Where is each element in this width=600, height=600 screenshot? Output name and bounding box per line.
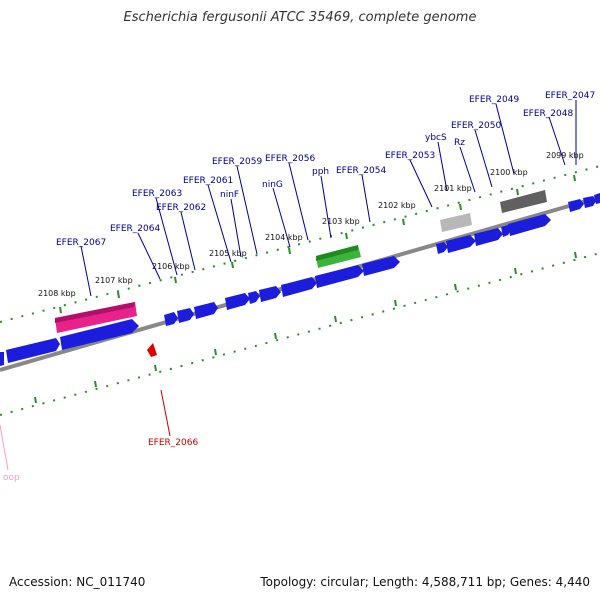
- gene-feature[interactable]: [6, 338, 60, 363]
- gene-track-forward: [0, 193, 600, 366]
- gene-feature[interactable]: [259, 286, 281, 302]
- gene-feature[interactable]: [177, 308, 194, 323]
- gene-feature[interactable]: [315, 265, 364, 288]
- gene-feature[interactable]: [248, 291, 260, 304]
- gene-feature[interactable]: [568, 199, 584, 212]
- gene-feature[interactable]: [194, 302, 218, 319]
- tick-label: 2108 kbp: [38, 289, 76, 298]
- genome-summary: Topology: circular; Length: 4,588,711 bp…: [260, 575, 590, 589]
- feature-darkgray[interactable]: [500, 190, 547, 213]
- gene-label[interactable]: EFER_2063: [132, 189, 182, 199]
- tick-label: 2100 kbp: [490, 168, 528, 177]
- gene-label[interactable]: EFER_2067: [56, 238, 106, 248]
- gene-label-pink[interactable]: oop: [3, 473, 20, 483]
- gene-label[interactable]: ninF: [220, 190, 239, 200]
- map-title: Escherichia fergusonii ATCC 35469, compl…: [123, 10, 477, 25]
- feature-red[interactable]: [147, 343, 157, 357]
- feature-magenta-shade: [55, 302, 135, 323]
- tick-label: 2105 kbp: [209, 249, 247, 258]
- gene-feature[interactable]: [436, 242, 448, 254]
- leader-line-red: [160, 389, 171, 437]
- gene-label[interactable]: EFER_2053: [385, 151, 435, 161]
- feature-lightgray[interactable]: [440, 213, 472, 232]
- gene-label[interactable]: EFER_2049: [469, 95, 519, 105]
- feature-green-shade: [316, 245, 358, 261]
- gene-label[interactable]: EFER_2061: [183, 176, 233, 186]
- tick-label: 2107 kbp: [95, 276, 133, 285]
- gene-label[interactable]: pph: [312, 167, 329, 177]
- gene-label[interactable]: EFER_2062: [156, 203, 206, 213]
- gene-label[interactable]: EFER_2056: [265, 154, 315, 164]
- gene-label[interactable]: EFER_2054: [336, 166, 386, 176]
- gene-feature[interactable]: [501, 225, 511, 237]
- tick-label: 2099 kbp: [546, 151, 584, 160]
- gene-feature[interactable]: [281, 277, 317, 297]
- tick-track-upper: [0, 165, 600, 323]
- gene-label[interactable]: EFER_2048: [523, 109, 573, 119]
- gene-label[interactable]: EFER_2059: [212, 157, 262, 167]
- gene-feature[interactable]: [594, 193, 600, 204]
- gene-feature[interactable]: [225, 293, 250, 310]
- gene-label[interactable]: EFER_2064: [110, 224, 160, 234]
- gene-label[interactable]: EFER_2050: [451, 121, 501, 131]
- tick-track-lower: [0, 252, 600, 416]
- leader-line-pink: [0, 424, 9, 471]
- gene-feature[interactable]: [474, 228, 503, 246]
- major-ticks: [34, 174, 577, 404]
- gene-feature[interactable]: [508, 214, 551, 236]
- gene-feature[interactable]: [446, 235, 476, 253]
- tick-label: 2102 kbp: [378, 201, 416, 210]
- gene-feature[interactable]: [362, 256, 400, 276]
- gene-label[interactable]: Rz: [454, 138, 465, 148]
- gene-label-red[interactable]: EFER_2066: [148, 438, 198, 448]
- tick-label: 2104 kbp: [265, 233, 303, 242]
- gene-feature[interactable]: [0, 352, 4, 366]
- gene-label[interactable]: ninG: [262, 180, 283, 190]
- gene-feature[interactable]: [60, 319, 139, 350]
- tick-label: 2101 kbp: [434, 184, 472, 193]
- gene-feature[interactable]: [583, 196, 596, 208]
- tick-label: 2103 kbp: [322, 217, 360, 226]
- accession-label: Accession: NC_011740: [9, 575, 146, 589]
- gene-label[interactable]: ybcS: [425, 133, 447, 143]
- tick-label: 2106 kbp: [152, 262, 190, 271]
- leader-lines: [80, 100, 577, 297]
- gene-label[interactable]: EFER_2047: [545, 91, 595, 101]
- gene-feature[interactable]: [164, 312, 178, 326]
